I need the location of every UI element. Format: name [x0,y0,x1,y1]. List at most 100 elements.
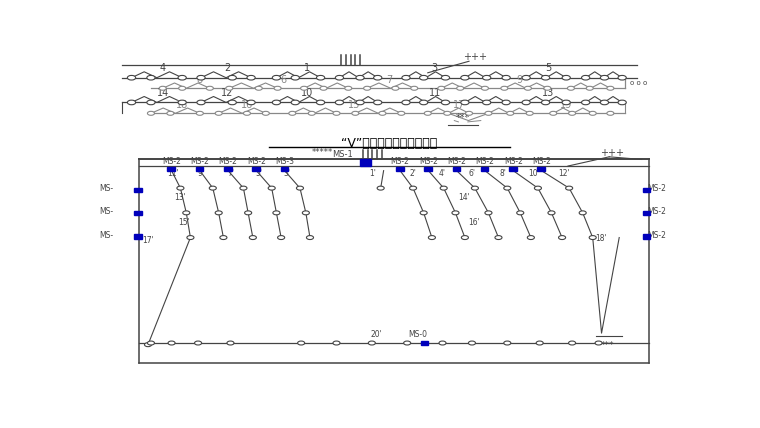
Circle shape [410,86,418,90]
Text: MS-2: MS-2 [419,157,438,166]
Circle shape [196,111,204,115]
Circle shape [197,100,205,105]
Circle shape [147,341,154,345]
Text: MS-2: MS-2 [447,157,466,166]
Text: MS-1: MS-1 [332,151,353,160]
Circle shape [502,75,510,80]
Circle shape [289,111,296,115]
Text: MS-2: MS-2 [647,231,666,240]
Bar [643,188,651,193]
Circle shape [589,235,597,240]
Circle shape [581,75,590,80]
Circle shape [215,111,222,115]
Circle shape [255,86,262,90]
Text: “V”型起爆网络布置示意图: “V”型起爆网络布置示意图 [341,137,438,150]
Circle shape [504,341,511,345]
Bar [360,160,371,166]
Circle shape [404,341,410,345]
Circle shape [565,186,573,190]
Circle shape [249,235,256,240]
Circle shape [402,100,410,105]
Circle shape [215,211,222,215]
Circle shape [352,111,359,115]
Bar [396,166,404,171]
Text: 1: 1 [304,63,310,73]
Text: 7': 7' [227,169,234,178]
Bar [643,234,651,238]
Circle shape [579,211,586,215]
Text: 8': 8' [499,169,506,178]
Text: MS-2: MS-2 [504,157,523,166]
Circle shape [526,111,534,115]
Circle shape [392,86,399,90]
Circle shape [502,100,510,105]
Bar [135,234,142,238]
Circle shape [442,75,450,80]
Circle shape [568,86,575,90]
Circle shape [363,86,371,90]
Text: 5: 5 [546,63,552,73]
Text: MS-2: MS-2 [191,157,209,166]
Circle shape [147,100,155,105]
Bar [135,211,142,215]
Circle shape [606,111,614,115]
Circle shape [177,186,184,190]
Text: +++: +++ [463,52,487,62]
Circle shape [179,86,185,90]
Circle shape [501,86,508,90]
Text: MS-3: MS-3 [275,157,294,166]
Circle shape [291,75,299,80]
Circle shape [595,341,602,345]
Circle shape [581,100,590,105]
Bar [509,166,517,171]
Circle shape [461,75,469,80]
Circle shape [356,100,364,105]
Bar [252,166,260,171]
Text: 3': 3' [283,169,290,178]
Circle shape [369,341,375,345]
Text: ***: *** [600,341,614,350]
Circle shape [247,100,255,105]
Circle shape [333,111,340,115]
Circle shape [206,86,214,90]
Text: 18: 18 [176,100,188,110]
Circle shape [544,86,551,90]
Circle shape [247,75,255,80]
Text: 4': 4' [439,169,446,178]
Circle shape [524,86,531,90]
Bar [424,166,432,171]
Text: 18': 18' [596,234,607,243]
Circle shape [568,111,575,115]
Text: 13': 13' [175,193,186,202]
Bar [421,341,429,345]
Circle shape [468,341,476,345]
Text: MS-2: MS-2 [647,208,666,217]
Circle shape [296,186,303,190]
Bar [196,166,204,171]
Text: 13: 13 [543,88,555,98]
Text: 19: 19 [560,100,572,110]
Circle shape [410,186,416,190]
Circle shape [534,186,541,190]
Circle shape [228,100,236,105]
Text: 3: 3 [432,63,438,73]
Bar [481,166,489,171]
Circle shape [167,111,174,115]
Text: MS-2: MS-2 [219,157,238,166]
Text: 20': 20' [371,330,382,339]
Text: 7: 7 [386,74,393,85]
Circle shape [272,100,280,105]
Circle shape [147,75,155,80]
Circle shape [144,343,151,347]
Circle shape [209,186,217,190]
Circle shape [420,100,428,105]
Circle shape [240,186,247,190]
Circle shape [243,111,251,115]
Circle shape [541,75,549,80]
Text: 10': 10' [528,169,540,178]
Circle shape [300,86,308,90]
Circle shape [522,75,530,80]
Circle shape [618,100,626,105]
Circle shape [220,235,227,240]
Text: 15': 15' [179,218,191,227]
